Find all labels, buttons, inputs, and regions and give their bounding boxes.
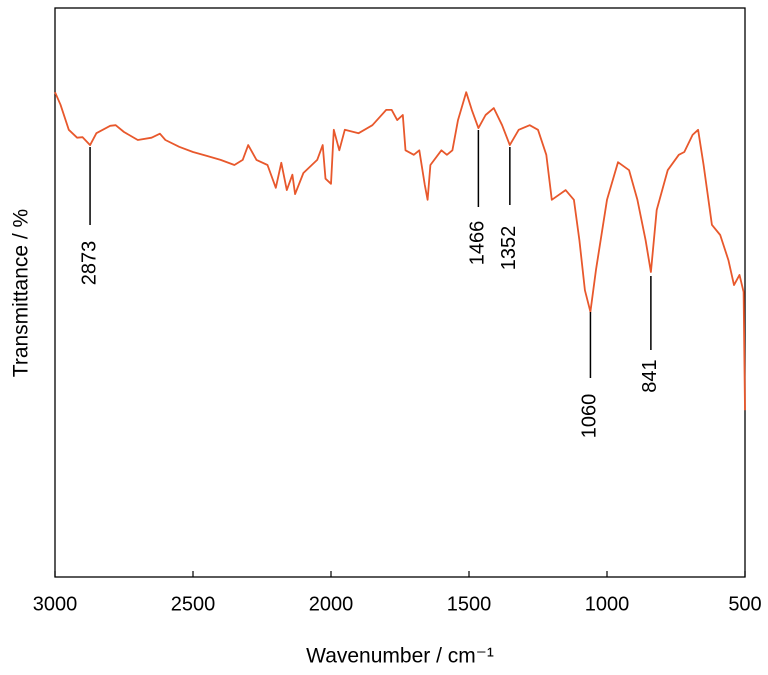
peak-label: 1352	[498, 226, 520, 271]
x-tick-label: 3000	[33, 593, 78, 615]
peak-label: 1060	[579, 394, 601, 439]
x-tick-label: 2500	[171, 593, 216, 615]
peak-label: 2873	[78, 241, 100, 286]
y-axis-title: Transmittance / %	[10, 209, 33, 377]
x-tick-label: 1500	[447, 593, 492, 615]
x-tick-label: 1000	[585, 593, 630, 615]
peak-label: 1466	[467, 221, 489, 266]
plot-frame	[54, 7, 746, 578]
peak-label: 841	[639, 359, 661, 392]
x-axis-title: Wavenumber / cm⁻¹	[306, 645, 494, 668]
x-tick-label: 500	[728, 593, 761, 615]
spectrum-line	[54, 91, 746, 411]
x-tick-label: 2000	[309, 593, 354, 615]
